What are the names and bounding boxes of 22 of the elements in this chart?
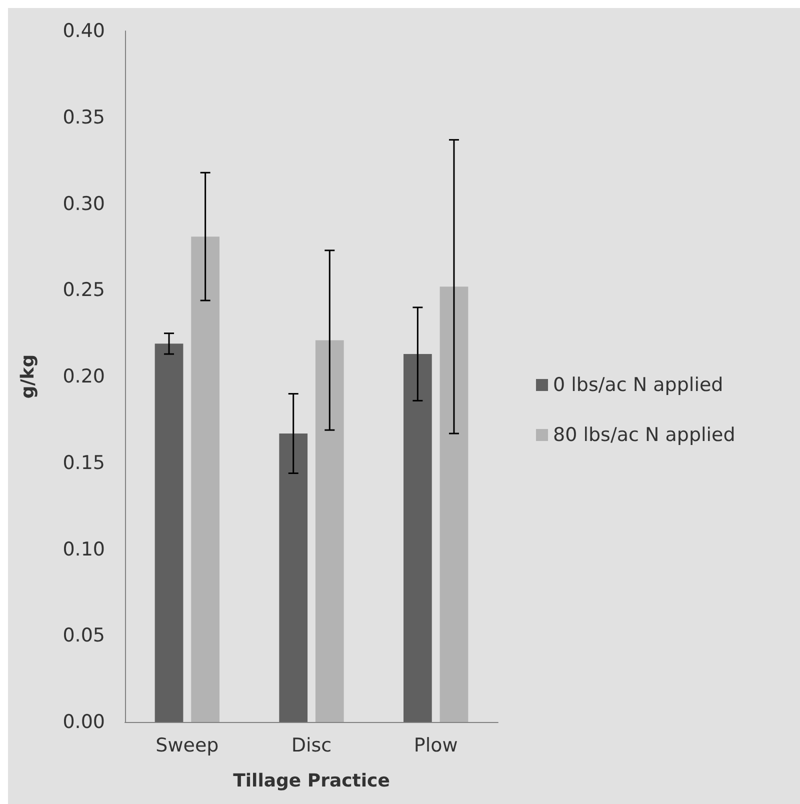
y-tick-label: 0.05 <box>62 624 105 647</box>
bar <box>191 236 220 722</box>
y-tick-label: 0.40 <box>62 20 105 42</box>
bar <box>279 434 308 722</box>
bar <box>440 286 468 722</box>
legend-label: 80 lbs/ac N applied <box>553 424 736 446</box>
bar <box>154 344 184 722</box>
y-axis-title: g/kg <box>18 354 38 399</box>
y-tick-label: 0.30 <box>62 192 105 215</box>
x-tick-label: Disc <box>291 734 332 756</box>
y-tick-label: 0.20 <box>62 366 105 388</box>
y-tick-label: 0.35 <box>62 106 105 128</box>
x-tick-label: Plow <box>414 734 458 756</box>
bar <box>315 340 344 722</box>
legend-label: 0 lbs/ac N applied <box>553 374 724 396</box>
x-axis-title: Tillage Practice <box>233 770 390 792</box>
y-tick-label: 0.15 <box>62 452 105 474</box>
bar <box>404 354 432 722</box>
y-tick-label: 0.10 <box>62 538 105 560</box>
y-tick-label: 0.00 <box>62 711 105 733</box>
x-tick-label: Sweep <box>156 734 219 756</box>
y-tick-label: 0.25 <box>62 279 105 302</box>
